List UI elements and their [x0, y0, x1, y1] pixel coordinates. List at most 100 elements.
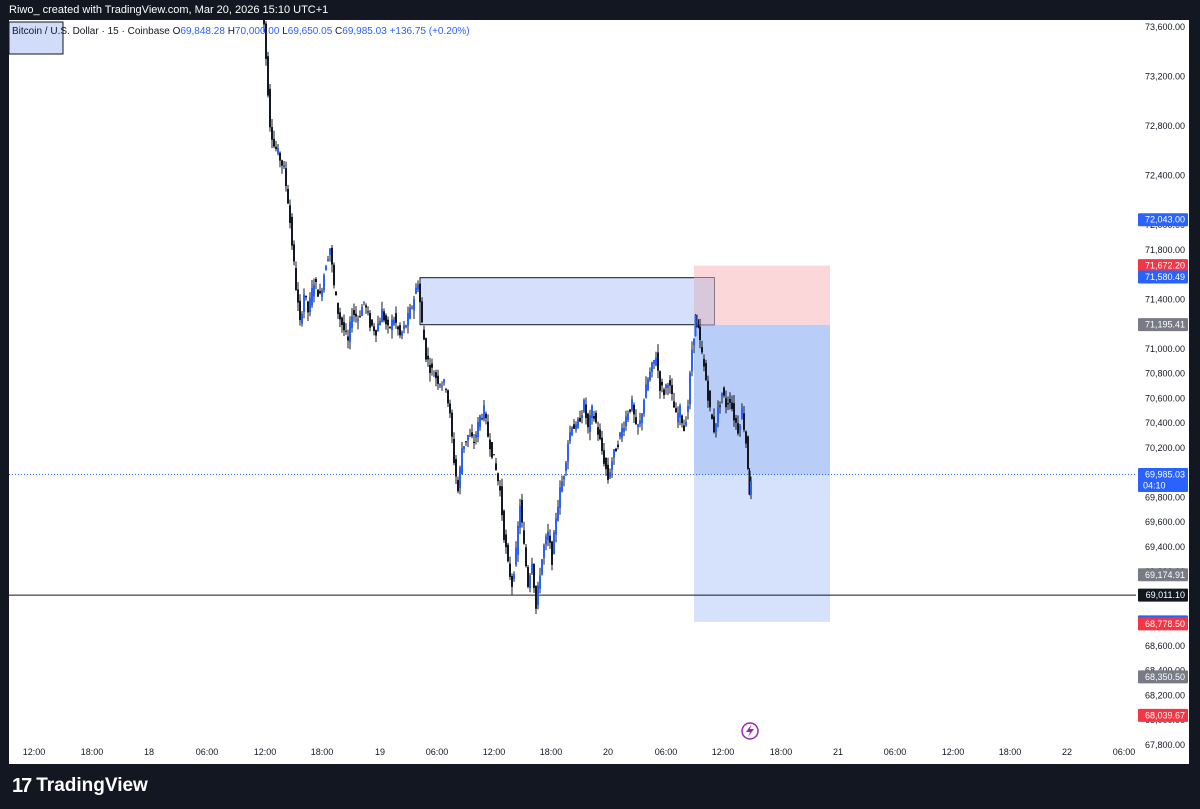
candle-body — [579, 417, 581, 422]
candle-body — [529, 575, 531, 588]
candle-body — [433, 375, 435, 377]
candle-body — [275, 146, 277, 149]
candle-body — [565, 462, 567, 471]
candle-body — [679, 405, 681, 418]
candle-body — [699, 326, 701, 341]
candle-body — [289, 205, 291, 223]
candle-body — [455, 458, 457, 477]
price-tag-red — [1138, 259, 1188, 273]
candle-body — [717, 407, 719, 423]
candle-body — [465, 441, 467, 443]
candle-body — [739, 425, 741, 430]
candle-body — [323, 275, 325, 291]
y-tick-label: 73,600.00 — [1145, 22, 1185, 32]
candle-body — [321, 290, 323, 297]
y-tick-label: 70,200.00 — [1145, 443, 1185, 453]
candle-body — [589, 415, 591, 432]
candle-body — [677, 412, 679, 423]
candle-body — [683, 425, 685, 432]
candle-body — [647, 379, 649, 391]
candle-body — [575, 424, 577, 430]
candle-body — [531, 563, 533, 574]
candle-body — [545, 536, 547, 545]
candle-body — [495, 463, 497, 470]
close-label: C — [335, 26, 343, 37]
price-tag-label: 71,580.49 — [1145, 272, 1185, 282]
price-tag-black — [1138, 588, 1188, 602]
x-tick-label: 12:00 — [483, 747, 506, 757]
candle-body — [745, 431, 747, 444]
tradingview-brand[interactable]: 17 TradingView — [12, 775, 148, 797]
zone-overlap — [694, 277, 714, 325]
candle-body — [487, 421, 489, 437]
candle-body — [543, 545, 545, 558]
x-tick-label: 06:00 — [1113, 747, 1136, 757]
candle-body — [361, 306, 363, 316]
candle-body — [329, 248, 331, 256]
candle-body — [719, 405, 721, 407]
candle-body — [621, 427, 623, 438]
candle-body — [633, 404, 635, 415]
candle-body — [451, 412, 453, 437]
candle-body — [587, 413, 589, 428]
candle-body — [367, 311, 369, 313]
candle-body — [557, 506, 559, 521]
candle-body — [471, 432, 473, 437]
candle-body — [307, 301, 309, 313]
candle-body — [261, 9, 263, 16]
candle-body — [297, 289, 299, 303]
candle-body — [595, 412, 597, 423]
x-tick-label: 18:00 — [311, 747, 334, 757]
candle-body — [445, 389, 447, 391]
candle-body — [395, 313, 397, 323]
candle-body — [479, 415, 481, 427]
candle-body — [419, 283, 421, 303]
candle-body — [635, 417, 637, 424]
candle-body — [581, 415, 583, 418]
candle-body — [687, 406, 689, 412]
candle-body — [727, 403, 729, 405]
chart-caption-bar: Riwo_ created with TradingView.com, Mar … — [0, 0, 1200, 20]
candle-body — [405, 325, 407, 328]
candle-body — [637, 424, 639, 427]
stop-loss-zone — [694, 265, 830, 325]
candle-body — [417, 284, 419, 290]
candle-body — [537, 585, 539, 606]
candle-body — [393, 319, 395, 325]
candle-body — [569, 432, 571, 442]
candle-body — [577, 418, 579, 428]
candle-body — [601, 437, 603, 451]
brand-bar: 17 TradingView — [0, 764, 1200, 809]
low-label: L — [282, 26, 288, 37]
candle-body — [661, 381, 663, 386]
candle-body — [497, 473, 499, 482]
price-tag-label: 69,011.10 — [1146, 590, 1185, 600]
y-tick-label: 70,600.00 — [1145, 393, 1185, 403]
candle-body — [750, 481, 752, 495]
candle-body — [519, 505, 521, 528]
candle-body — [491, 442, 493, 458]
y-tick-label: 70,400.00 — [1145, 418, 1185, 428]
candle-body — [493, 454, 495, 456]
candle-body — [617, 444, 619, 448]
x-tick-label: 18:00 — [770, 747, 793, 757]
candle-body — [407, 313, 409, 326]
candle-body — [741, 408, 743, 419]
candle-body — [385, 315, 387, 325]
candle-body — [723, 387, 725, 396]
candle-body — [437, 375, 439, 384]
candle-body — [629, 409, 631, 412]
candle-body — [375, 330, 377, 336]
y-tick-label: 69,800.00 — [1145, 492, 1185, 502]
candle-body — [561, 481, 563, 492]
candle-body — [701, 347, 703, 353]
candle-body — [453, 439, 455, 464]
candle-body — [469, 435, 471, 437]
candle-body — [443, 379, 445, 383]
candle-body — [527, 567, 529, 587]
candle-body — [357, 319, 359, 321]
candle-body — [597, 427, 599, 435]
price-tag-blue — [1138, 213, 1188, 227]
candle-body — [345, 330, 347, 332]
